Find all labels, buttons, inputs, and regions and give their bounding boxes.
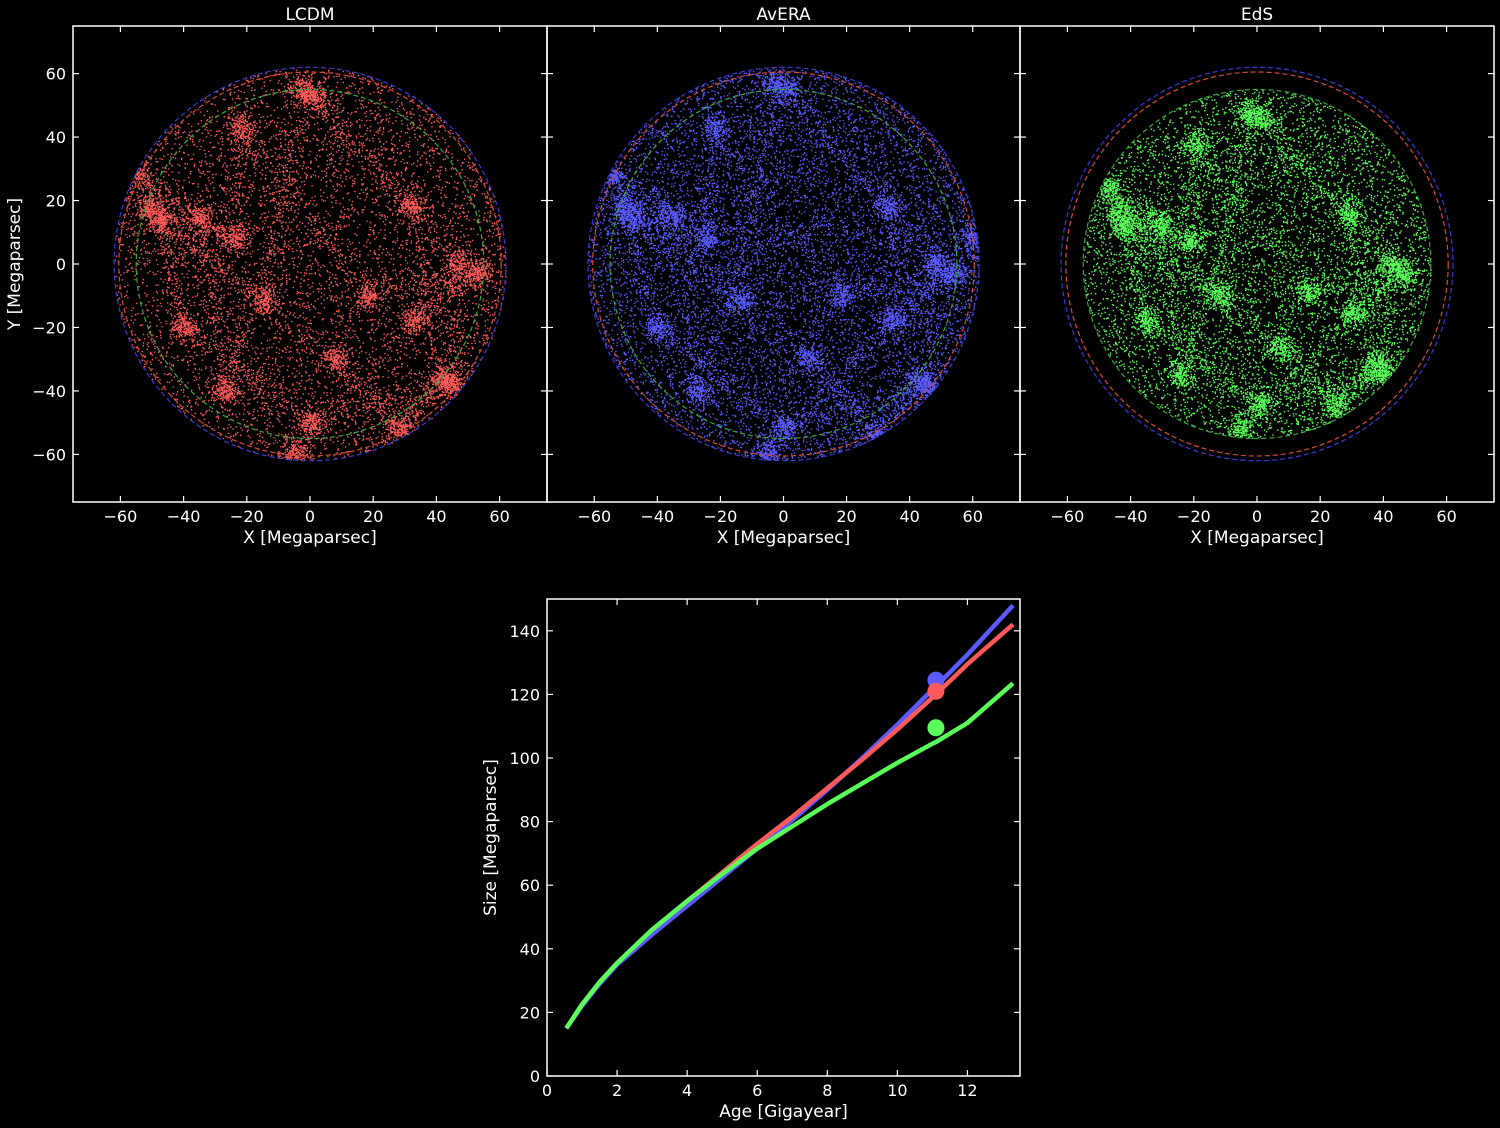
eds-title: EdS — [1241, 5, 1273, 25]
size-age-axes-frame — [546, 598, 1021, 1077]
x-tick-label: −20 — [1177, 507, 1211, 526]
x-tick-label: 8 — [822, 1081, 832, 1100]
x-tick-label: 12 — [957, 1081, 977, 1100]
size-age-y-axis-label: Size [Megaparsec] — [481, 759, 501, 916]
x-tick-label: 60 — [489, 507, 509, 526]
avera-ticks: −60 −40 −20 0 20 40 60 — [547, 26, 1020, 526]
lcdm-title: LCDM — [285, 5, 334, 25]
lcdm-x-axis-label: X [Megaparsec] — [243, 528, 377, 548]
x-tick-label: 20 — [836, 507, 856, 526]
reference-circle — [609, 88, 958, 440]
y-tick-label: 140 — [509, 622, 540, 641]
x-tick-label: −60 — [577, 507, 611, 526]
lcdm-ticks: −60 −40 −20 0 20 40 60 −60 −40 −20 0 20 40 60 — [32, 26, 547, 526]
x-tick-label: −60 — [1051, 507, 1085, 526]
eds-ticks: −60 −40 −20 0 20 40 60 — [1020, 26, 1494, 526]
x-tick-label: 0 — [305, 507, 315, 526]
series-line-2 — [564, 681, 1015, 1030]
y-tick-label: 20 — [46, 192, 66, 211]
x-tick-label: 0 — [542, 1081, 552, 1100]
x-tick-label: 60 — [963, 507, 983, 526]
x-tick-label: 2 — [612, 1081, 622, 1100]
y-tick-label: 80 — [520, 813, 540, 832]
y-tick-label: 60 — [46, 65, 66, 84]
scatter-points — [1083, 89, 1432, 439]
avera-title: AvERA — [756, 5, 811, 25]
x-tick-label: 10 — [887, 1081, 907, 1100]
avera-panel: −60 −40 −20 0 20 40 60 AvERA X [Megaparsec] — [546, 5, 1021, 548]
y-tick-label: 20 — [520, 1003, 540, 1022]
scatter-points — [114, 67, 507, 461]
reference-circle — [1082, 88, 1432, 440]
x-tick-label: 20 — [363, 507, 383, 526]
avera-points — [588, 66, 980, 461]
y-tick-label: 120 — [509, 685, 540, 704]
x-tick-label: −60 — [104, 507, 138, 526]
size-age-x-axis-label: Age [Gigayear] — [719, 1102, 848, 1122]
x-tick-label: 20 — [1310, 507, 1330, 526]
x-tick-label: 6 — [752, 1081, 762, 1100]
series-marker-1 — [927, 682, 945, 700]
reference-circle — [1060, 66, 1454, 462]
y-tick-label: 0 — [56, 255, 66, 274]
x-tick-label: 60 — [1436, 507, 1456, 526]
x-tick-label: 0 — [1252, 507, 1262, 526]
eds-reference-circles — [1060, 66, 1454, 462]
y-tick-label: 40 — [520, 940, 540, 959]
y-tick-label: −20 — [32, 318, 66, 337]
reference-circle — [118, 71, 502, 457]
x-tick-label: 4 — [682, 1081, 692, 1100]
lcdm-y-axis-label: Y [Megaparsec] — [5, 198, 25, 331]
eds-x-axis-label: X [Megaparsec] — [1190, 528, 1324, 548]
size-age-markers — [927, 671, 945, 737]
y-tick-label: 100 — [509, 749, 540, 768]
reference-circle — [592, 71, 975, 457]
scatter-points — [588, 66, 980, 461]
y-tick-label: 0 — [530, 1067, 540, 1086]
x-tick-label: 40 — [1373, 507, 1393, 526]
reference-circle — [135, 88, 485, 440]
series-marker-2 — [927, 719, 945, 737]
y-tick-label: −60 — [32, 445, 66, 464]
y-tick-label: −40 — [32, 382, 66, 401]
lcdm-points — [114, 67, 507, 461]
x-tick-label: −40 — [167, 507, 201, 526]
eds-points — [1083, 89, 1432, 439]
reference-circle — [587, 66, 980, 462]
x-tick-label: 0 — [778, 507, 788, 526]
avera-x-axis-label: X [Megaparsec] — [717, 528, 851, 548]
y-tick-label: 60 — [520, 876, 540, 895]
reference-circle — [1065, 71, 1449, 457]
eds-panel: −60 −40 −20 0 20 40 60 EdS X [Megaparsec] — [1019, 5, 1495, 548]
avera-reference-circles — [587, 66, 980, 462]
y-tick-label: 40 — [46, 128, 66, 147]
x-tick-label: −40 — [1114, 507, 1148, 526]
x-tick-label: −20 — [230, 507, 264, 526]
x-tick-label: 40 — [899, 507, 919, 526]
lcdm-reference-circles — [113, 66, 507, 462]
x-tick-label: −20 — [704, 507, 738, 526]
reference-circle — [113, 66, 507, 462]
x-tick-label: −40 — [640, 507, 674, 526]
x-tick-label: 40 — [426, 507, 446, 526]
